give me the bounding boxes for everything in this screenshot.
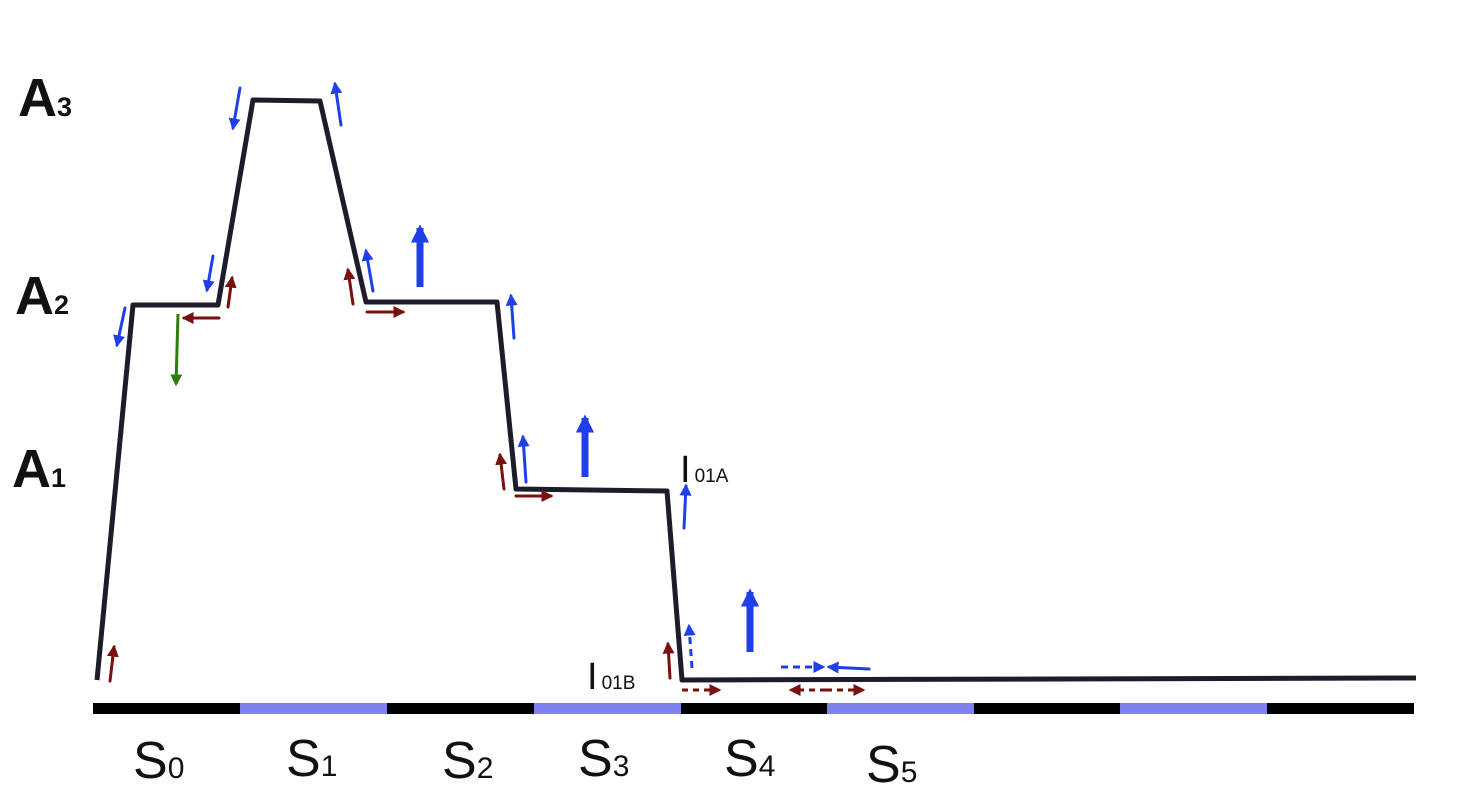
level-label-a1: A1: [12, 439, 66, 499]
blue-arrow-icon: [113, 306, 127, 348]
segment-bar-piece: [1120, 703, 1267, 714]
segment-bar-piece: [827, 703, 974, 714]
red-arrow-icon: [343, 267, 356, 306]
segment-label-s5: S5: [866, 736, 917, 794]
segment-bar-piece: [1267, 703, 1414, 714]
segment-label-s1: S1: [286, 730, 337, 788]
blue-arrow-icon: [505, 293, 518, 340]
blue-arrow-icon: [228, 86, 242, 131]
blue-dashed-arrows: [683, 623, 826, 673]
segment-bar-piece: [974, 703, 1120, 714]
blue-arrow-icon: [202, 254, 215, 293]
blue-arrows: [113, 81, 871, 674]
energy-profile-line: [94, 97, 1417, 683]
red-arrow-icon: [662, 641, 675, 680]
blue-arrow-icon: [517, 434, 530, 484]
blue-arrow-icon: [679, 483, 692, 530]
segment-bar-piece: [387, 703, 534, 714]
segment-label-s3: S3: [578, 730, 629, 788]
red-arrow-icon: [224, 275, 237, 309]
segment-label-s2: S2: [442, 732, 493, 790]
blue-dashed-arrow-icon: [683, 623, 696, 669]
segment-label-s4: S4: [724, 730, 775, 788]
red-arrow-icon: [106, 644, 119, 683]
intermediate-label-i01b: I 01B: [587, 656, 635, 698]
segment-bar-piece: [534, 703, 681, 714]
segment-bar: [93, 703, 1414, 714]
blue-arrow-icon: [361, 248, 375, 293]
segment-label-s0: S0: [133, 732, 184, 790]
green-arrow-icon: [170, 313, 183, 387]
red-arrows: [106, 267, 675, 683]
segment-bar-piece: [240, 703, 387, 714]
segment-bar-piece: [681, 703, 827, 714]
segment-bar-piece: [93, 703, 240, 714]
red-arrow-icon: [495, 452, 508, 491]
blue-bold-arrows: [410, 224, 760, 652]
level-label-a2: A2: [15, 266, 69, 326]
level-label-a3: A3: [18, 68, 72, 128]
intermediate-label-i01a: I 01A: [680, 449, 729, 491]
blue-arrow-icon: [826, 661, 871, 674]
blue-arrow-icon: [330, 81, 343, 127]
